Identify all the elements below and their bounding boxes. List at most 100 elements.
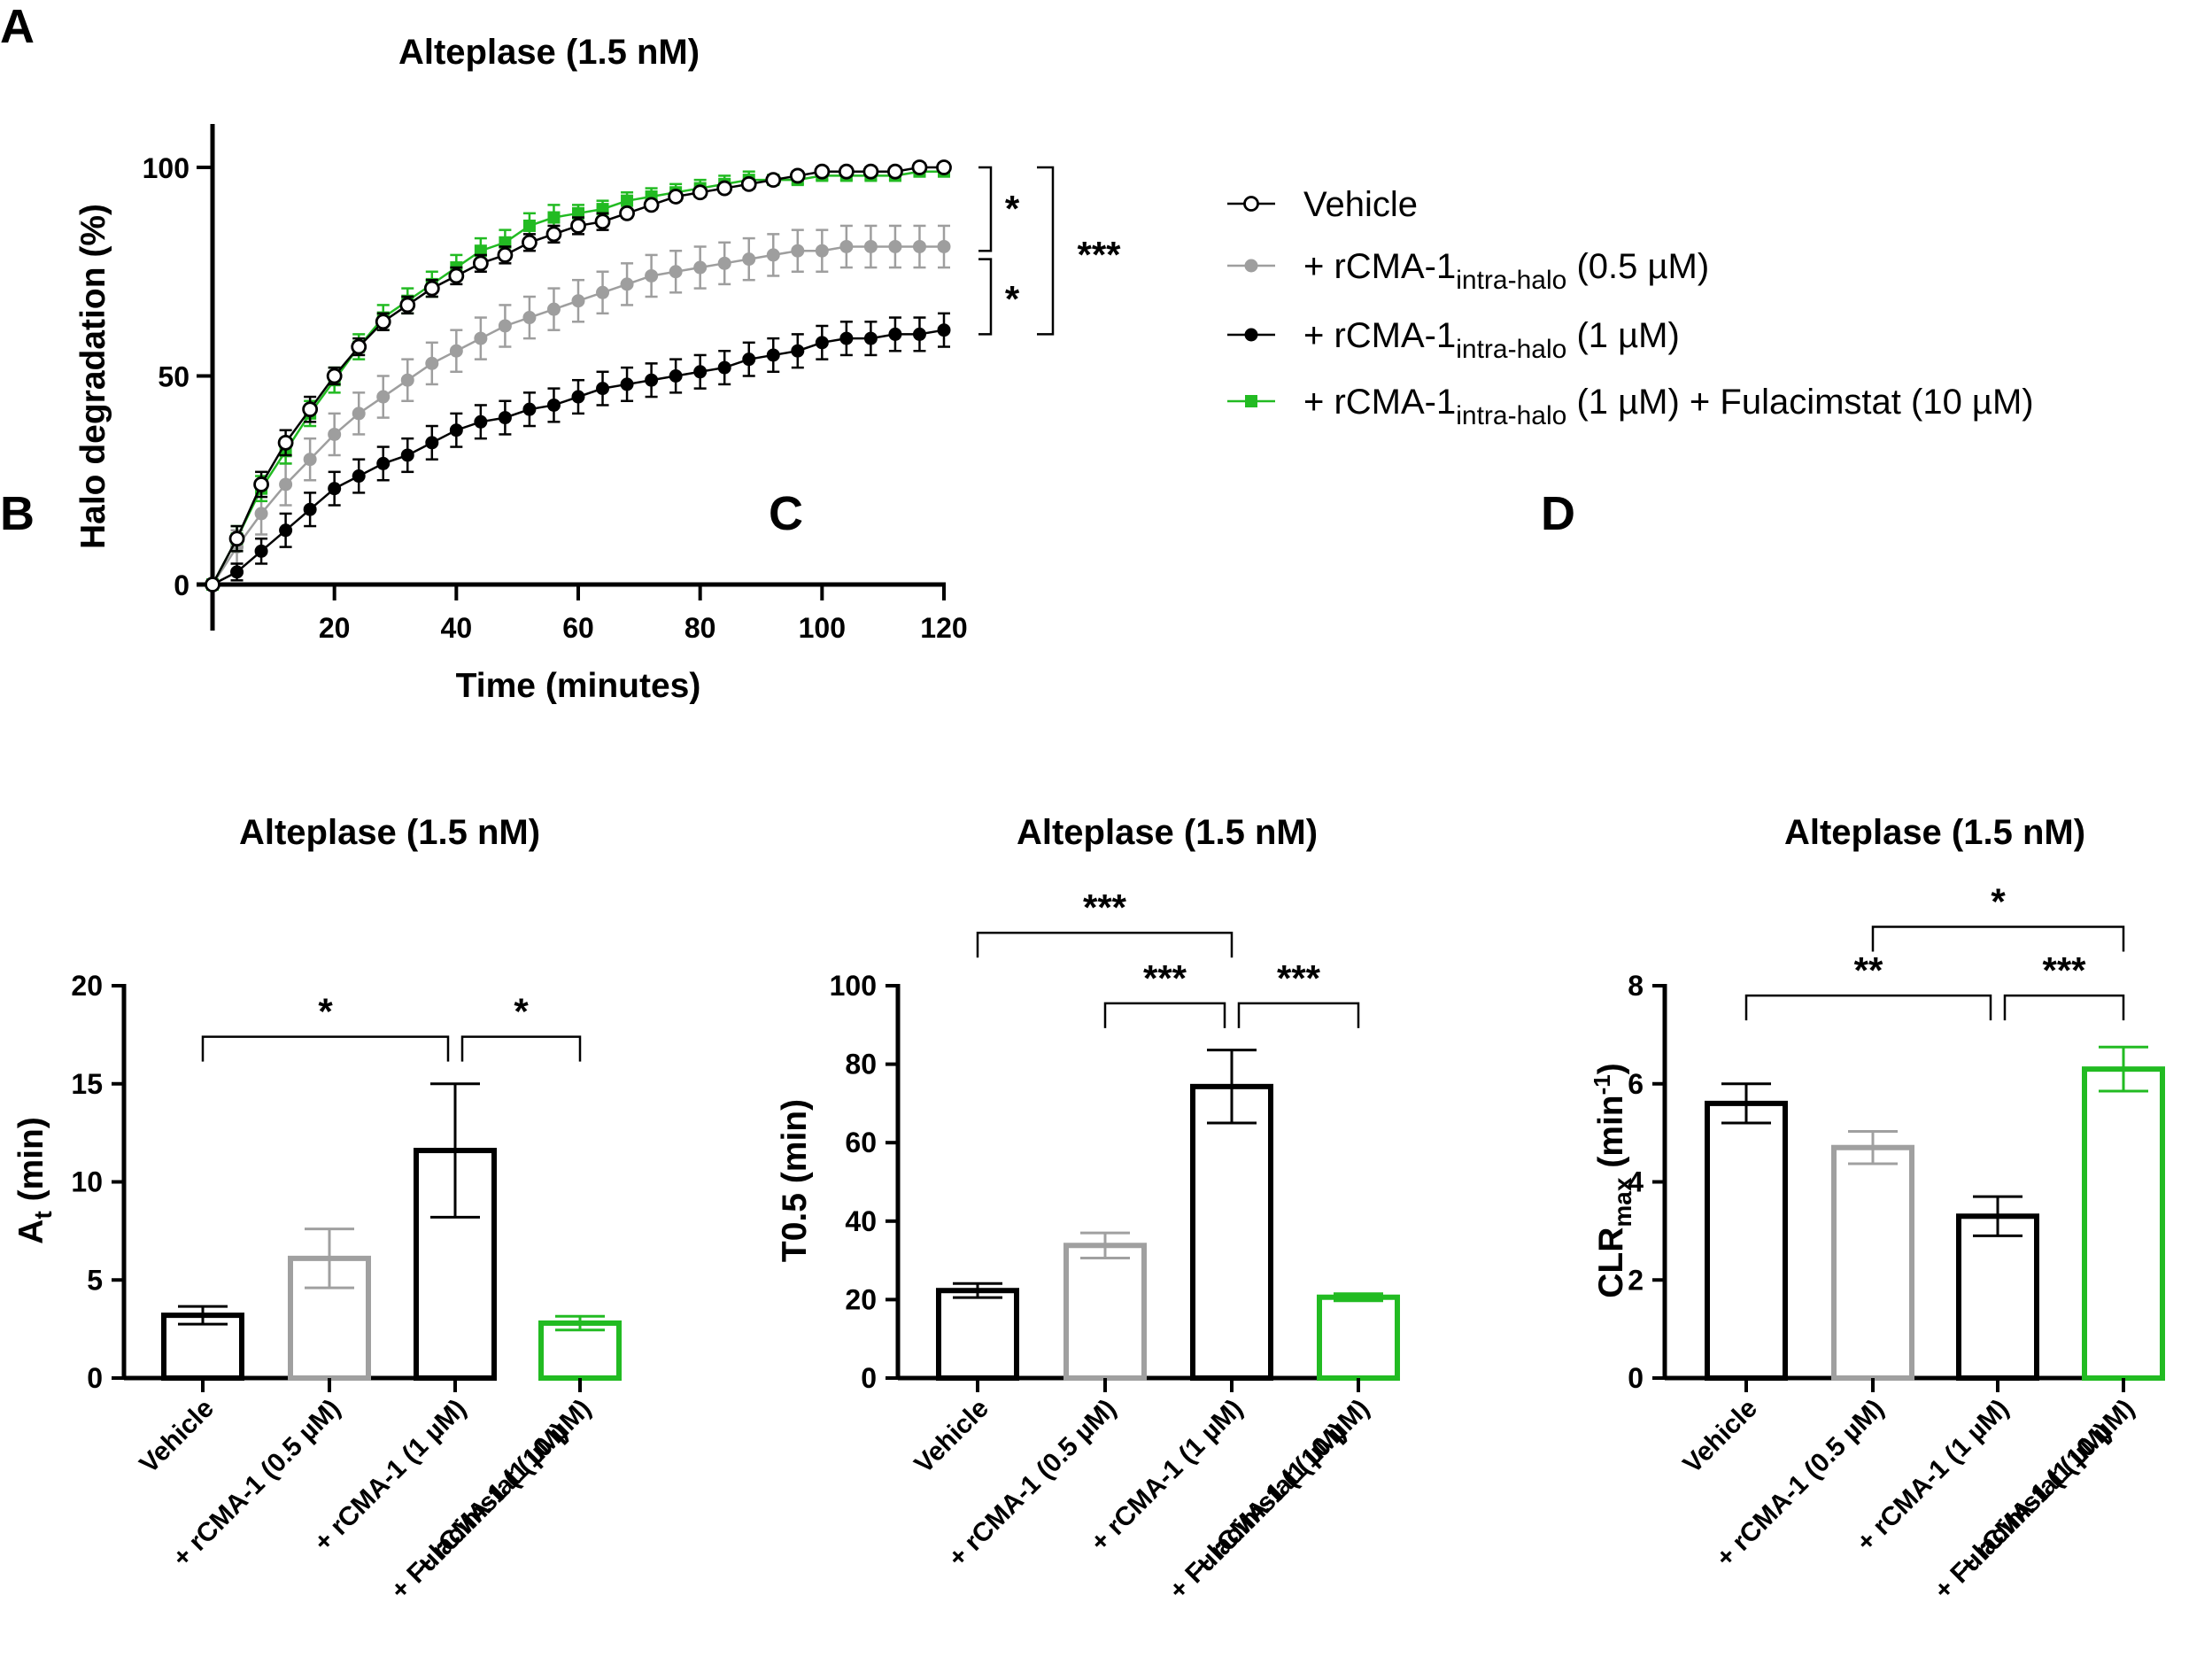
data-point — [547, 211, 561, 224]
data-point — [497, 247, 514, 263]
bar-group — [1190, 1049, 1273, 1381]
legend-marker — [1244, 259, 1258, 273]
data-point — [716, 180, 733, 197]
data-point — [474, 414, 488, 429]
data-point — [400, 373, 414, 387]
significance-bracket — [460, 1035, 582, 1062]
data-point — [742, 252, 756, 267]
y-axis-title-post: (min) — [12, 1117, 50, 1211]
bar-group — [1956, 1195, 2039, 1381]
data-point — [546, 302, 561, 316]
y-tick-label: 20 — [71, 970, 103, 1002]
x-category-label: Vehicle — [909, 1394, 994, 1479]
data-point — [571, 294, 585, 308]
panel-b-bar-chart: Alteplase (1.5 nM) At (min) 0 5 10 15 20 Vehicl… — [12, 813, 622, 1606]
data-point — [668, 189, 684, 205]
data-point — [815, 336, 829, 350]
data-point — [400, 448, 414, 462]
data-point — [740, 175, 757, 192]
data-point — [594, 213, 611, 230]
y-tick-label: 4 — [1628, 1166, 1644, 1198]
data-point — [279, 523, 293, 538]
chart-title: Alteplase (1.5 nM) — [1017, 813, 1318, 852]
y-axis-title: Halo degradation (%) — [74, 204, 112, 549]
bar-group — [288, 1227, 371, 1382]
significance-bracket — [1103, 1002, 1226, 1028]
data-point — [376, 390, 391, 404]
data-point — [279, 477, 293, 492]
y-tick-label: 100 — [830, 970, 877, 1002]
x-tick-label: 100 — [799, 612, 846, 644]
y-tick-label: 0 — [861, 1362, 877, 1394]
panel-letter-c: C — [769, 487, 803, 540]
y-tick-label: 40 — [845, 1205, 877, 1237]
data-point — [522, 234, 538, 251]
data-point — [789, 167, 806, 184]
data-point — [303, 502, 317, 516]
y-tick-label: 8 — [1628, 970, 1644, 1002]
bar — [1831, 1144, 1914, 1382]
legend-label-post: (0.5 µM) — [1566, 247, 1709, 286]
significance-label: * — [1005, 278, 1020, 320]
y-tick-label: 60 — [845, 1127, 877, 1158]
data-point — [645, 373, 659, 387]
y-tick-label: 100 — [143, 152, 189, 184]
data-point — [937, 323, 951, 337]
significance-label: *** — [1277, 957, 1321, 999]
data-point — [522, 402, 537, 416]
y-axis-title-sub: t — [29, 1211, 57, 1219]
panel-c-bar-chart: Alteplase (1.5 nM) T0.5 (min) 0 20 40 60 80 100… — [776, 813, 1400, 1606]
legend-marker — [1243, 196, 1259, 212]
data-point — [596, 382, 610, 396]
y-axis-title-main: T0.5 (min) — [776, 1099, 814, 1262]
x-category-label: Vehicle — [1677, 1394, 1762, 1479]
bar-group — [414, 1082, 497, 1382]
legend-item: + rCMA-1intra-halo (1 µM) + Fulacimstat … — [1227, 383, 2034, 430]
data-point — [619, 205, 635, 221]
significance-bracket — [201, 1035, 450, 1062]
data-point — [645, 268, 659, 283]
data-point — [839, 331, 854, 345]
legend: Vehicle+ rCMA-1intra-halo (0.5 µM)+ rCMA… — [1227, 185, 2034, 430]
data-point — [643, 197, 660, 213]
data-point — [911, 159, 928, 175]
significance-label: * — [514, 991, 529, 1033]
panel-letter-b: B — [0, 487, 35, 540]
data-point — [375, 314, 391, 330]
data-point — [522, 219, 536, 232]
significance-bracket — [978, 166, 993, 252]
data-point — [937, 239, 951, 253]
data-point — [472, 255, 489, 272]
bar-group — [1317, 1292, 1400, 1381]
data-point — [838, 163, 855, 180]
data-point — [862, 163, 879, 180]
data-point — [352, 407, 366, 421]
legend-label: Vehicle — [1303, 185, 1418, 224]
data-point — [302, 401, 319, 418]
y-tick-label: 2 — [1628, 1264, 1644, 1296]
data-point — [863, 331, 878, 345]
x-axis-title: Time (minutes) — [456, 667, 701, 705]
bar-group — [2082, 1045, 2165, 1381]
series-0 — [205, 159, 952, 592]
x-tick-label: 40 — [441, 612, 473, 644]
data-point — [546, 398, 561, 412]
data-point — [693, 260, 708, 275]
y-axis-title-sup: -1 — [1589, 1074, 1615, 1095]
data-point — [791, 344, 805, 358]
data-point — [717, 256, 731, 270]
legend-label-sub: intra-halo — [1456, 401, 1566, 430]
y-axis-title-end: ) — [1592, 1063, 1630, 1074]
bar-group — [936, 1282, 1019, 1382]
data-point — [205, 577, 220, 592]
bar-group — [1831, 1129, 1914, 1382]
chart-title: Alteplase (1.5 nM) — [1784, 813, 2085, 852]
y-axis-title: At (min) — [12, 1117, 57, 1244]
legend-label-post: (1 µM) — [1566, 316, 1679, 355]
data-point — [498, 411, 512, 425]
data-point — [888, 239, 902, 253]
legend-label: + rCMA-1intra-halo (1 µM) + Fulacimstat … — [1303, 383, 2034, 430]
y-axis-title: CLRmax (min-1) — [1589, 1063, 1636, 1298]
panel-letter-d: D — [1541, 487, 1575, 540]
